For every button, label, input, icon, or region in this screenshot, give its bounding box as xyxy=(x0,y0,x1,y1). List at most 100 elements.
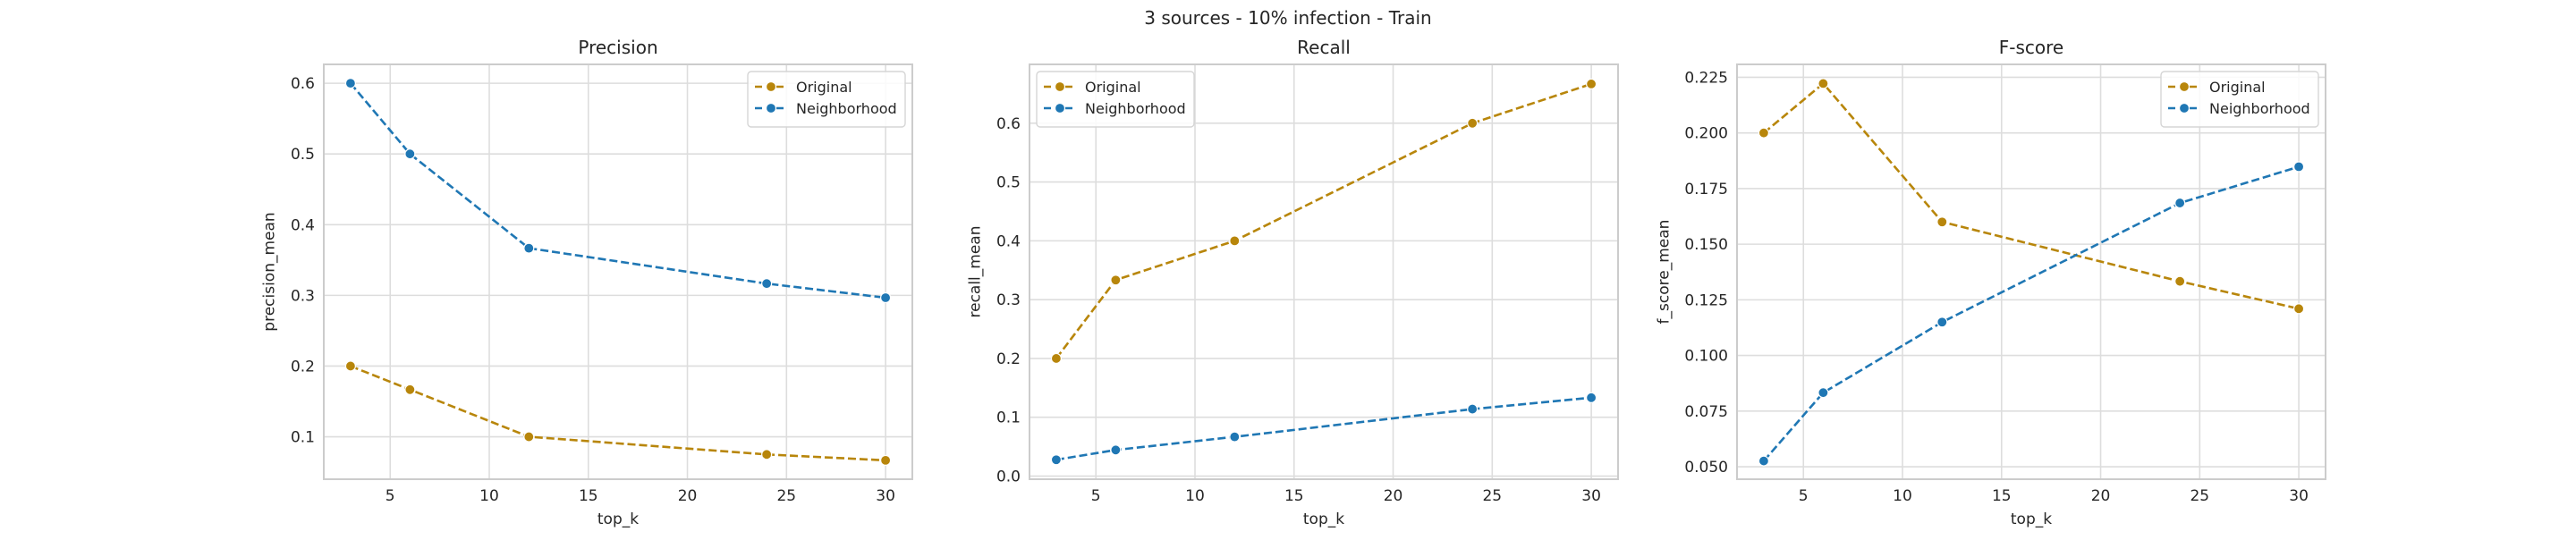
legend-box xyxy=(2160,71,2319,128)
y-tick-label: 0.175 xyxy=(1684,181,1728,198)
chart-panel-3: 5 10 15 20 25 30 0.050 0.075 0.100 0.125 0.150 0.17… xyxy=(1656,37,2326,528)
legend: Original Neighborhood xyxy=(1036,71,1195,128)
data-point xyxy=(1050,352,1063,365)
legend-marker xyxy=(1054,80,1066,93)
chart-title: Recall xyxy=(1297,37,1351,58)
y-tick-label: 0.225 xyxy=(1684,69,1728,87)
chart-panel-1: 5 10 15 20 25 30 0.1 0.2 0.3 0.4 0.5 0.6 Precision to… xyxy=(261,37,913,528)
y-tick-label: 0.4 xyxy=(996,232,1021,250)
x-tick-label: 30 xyxy=(2289,487,2309,505)
data-point xyxy=(1050,454,1063,466)
data-point xyxy=(1467,117,1479,129)
legend-label: Original xyxy=(2209,79,2266,96)
data-point xyxy=(404,384,416,395)
data-point xyxy=(523,431,535,443)
y-tick-label: 0.050 xyxy=(1684,459,1728,477)
legend-label: Original xyxy=(796,79,852,96)
data-point xyxy=(1818,387,1829,399)
series-line-2 xyxy=(349,82,886,300)
legend-box xyxy=(747,71,906,128)
y-tick-label: 0.4 xyxy=(291,216,315,234)
data-point xyxy=(2292,303,2305,315)
y-axis-label: f_score_mean xyxy=(1656,220,1674,325)
x-tick-label: 15 xyxy=(1284,487,1304,505)
y-tick-label: 0.6 xyxy=(291,75,315,93)
legend-label: Neighborhood xyxy=(2209,100,2310,117)
axes-frame xyxy=(1029,63,1619,480)
y-tick-label: 0.1 xyxy=(996,409,1021,427)
x-tick-label: 20 xyxy=(1384,487,1403,505)
chart-title: Precision xyxy=(578,37,657,58)
x-axis-label: top_k xyxy=(2011,510,2052,528)
legend-marker xyxy=(1054,102,1066,114)
x-axis-label: top_k xyxy=(597,510,639,528)
data-point xyxy=(1758,455,1770,467)
legend-marker xyxy=(2178,80,2190,93)
y-tick-label: 0.2 xyxy=(996,350,1021,368)
data-point xyxy=(2174,275,2186,287)
y-axis-label: precision_mean xyxy=(261,212,279,331)
y-tick-label: 0.2 xyxy=(291,358,315,375)
y-axis-label: recall_mean xyxy=(967,226,985,318)
data-point xyxy=(1585,392,1597,403)
y-tick-label: 0.075 xyxy=(1684,403,1728,421)
x-tick-label: 30 xyxy=(876,487,895,505)
data-point xyxy=(344,360,357,372)
data-point xyxy=(1229,431,1241,443)
legend: Original Neighborhood xyxy=(747,71,906,128)
x-tick-label: 10 xyxy=(1185,487,1205,505)
y-tick-label: 0.125 xyxy=(1684,291,1728,309)
data-point xyxy=(344,78,357,89)
x-tick-label: 5 xyxy=(1799,487,1809,505)
x-tick-label: 5 xyxy=(1091,487,1101,505)
legend-marker xyxy=(765,80,777,93)
x-tick-label: 25 xyxy=(776,487,796,505)
y-tick-label: 0.100 xyxy=(1684,348,1728,366)
y-tick-label: 0.3 xyxy=(996,291,1021,309)
y-tick-label: 0.1 xyxy=(291,429,315,447)
data-point xyxy=(1585,78,1597,90)
legend-marker xyxy=(765,102,777,114)
legend-marker xyxy=(2178,102,2190,114)
legend-label: Original xyxy=(1085,79,1141,96)
data-point xyxy=(2292,161,2305,173)
plot-area xyxy=(324,64,912,479)
axes-frame xyxy=(323,63,913,480)
axes-frame xyxy=(1736,63,2326,480)
x-tick-label: 20 xyxy=(2091,487,2111,505)
y-tick-label: 0.5 xyxy=(996,174,1021,192)
y-tick-label: 0.5 xyxy=(291,146,315,164)
chart-panel-2: 5 10 15 20 25 30 0.0 0.1 0.2 0.3 0.4 0.5 0.6 Recall to… xyxy=(967,37,1619,528)
y-tick-label: 0.200 xyxy=(1684,125,1728,143)
chart-title: F-score xyxy=(1999,37,2063,58)
x-tick-label: 25 xyxy=(1482,487,1502,505)
legend-box xyxy=(1036,71,1195,128)
legend-label: Neighborhood xyxy=(796,100,897,117)
legend: Original Neighborhood xyxy=(2160,71,2319,128)
data-point xyxy=(1229,235,1241,247)
data-point xyxy=(1936,216,1948,228)
x-tick-label: 10 xyxy=(479,487,499,505)
data-point xyxy=(1818,78,1829,89)
x-tick-label: 15 xyxy=(579,487,598,505)
data-point xyxy=(761,278,773,290)
data-point xyxy=(1758,127,1770,139)
data-point xyxy=(404,148,416,160)
y-tick-label: 0.0 xyxy=(996,468,1021,486)
data-point xyxy=(2174,197,2186,209)
data-point xyxy=(1110,274,1122,286)
y-tick-label: 0.3 xyxy=(291,287,315,305)
data-point xyxy=(1110,444,1122,456)
data-point xyxy=(523,242,535,254)
y-tick-label: 0.150 xyxy=(1684,236,1728,254)
figure-suptitle: 3 sources - 10% infection - Train xyxy=(1144,7,1432,29)
data-point xyxy=(879,291,892,304)
data-point xyxy=(1467,403,1479,415)
data-point xyxy=(761,449,773,460)
x-tick-label: 5 xyxy=(386,487,395,505)
x-tick-label: 15 xyxy=(1992,487,2012,505)
x-tick-label: 20 xyxy=(678,487,698,505)
legend-label: Neighborhood xyxy=(1085,100,1186,117)
